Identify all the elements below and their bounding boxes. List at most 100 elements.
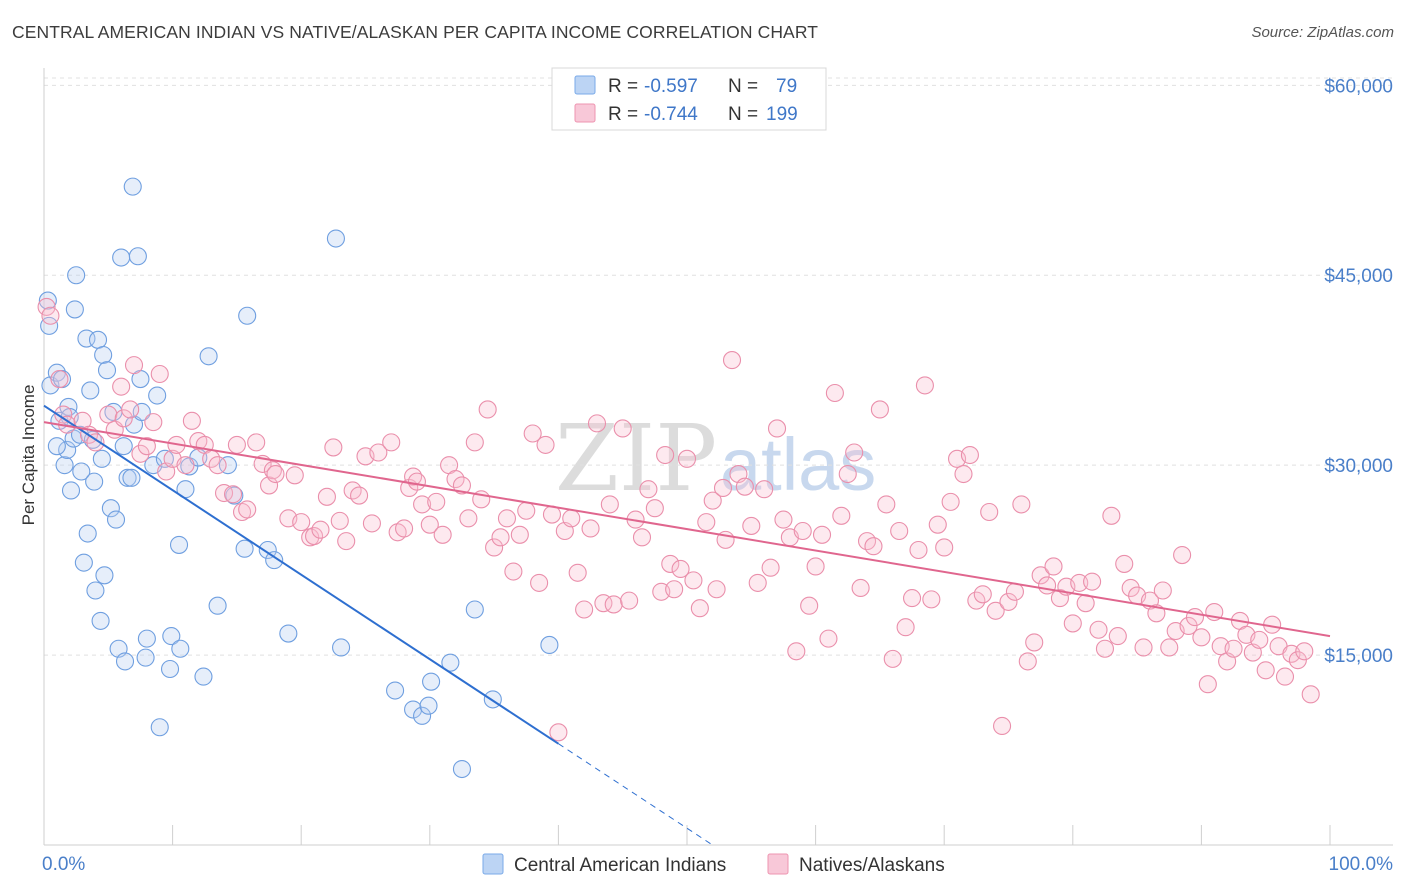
legend-r-label-2: R = xyxy=(608,104,638,125)
data-point xyxy=(677,449,697,468)
axes xyxy=(43,68,1393,846)
data-point xyxy=(774,510,793,529)
data-point xyxy=(182,411,201,430)
data-point xyxy=(395,519,414,538)
data-point xyxy=(1108,627,1127,646)
data-point xyxy=(922,590,941,609)
data-point xyxy=(540,635,559,655)
y-tick-label: $30,000 xyxy=(1324,456,1393,477)
data-point xyxy=(562,509,581,528)
data-point xyxy=(845,443,864,462)
data-point xyxy=(218,456,237,475)
chart-title: CENTRAL AMERICAN INDIAN VS NATIVE/ALASKA… xyxy=(12,22,819,42)
data-point xyxy=(97,361,117,380)
data-point xyxy=(106,510,126,529)
data-point xyxy=(332,638,351,657)
data-point xyxy=(960,445,979,465)
data-point xyxy=(620,591,639,610)
data-point xyxy=(369,443,388,462)
data-point xyxy=(1038,576,1057,595)
data-point xyxy=(536,435,555,454)
data-point xyxy=(41,306,60,325)
data-point xyxy=(124,356,144,375)
data-point xyxy=(812,525,832,544)
data-point xyxy=(1115,554,1134,573)
data-point xyxy=(1185,608,1205,627)
data-point xyxy=(665,580,684,599)
data-point xyxy=(999,592,1018,611)
data-point xyxy=(1275,667,1295,686)
legend-item-pink-label[interactable]: Natives/Alaskans xyxy=(799,855,945,876)
data-point xyxy=(78,524,97,543)
data-point xyxy=(326,229,345,248)
data-point xyxy=(838,464,857,484)
data-point xyxy=(122,468,141,487)
data-point xyxy=(800,596,819,615)
gridlines xyxy=(44,77,1393,656)
data-point xyxy=(148,386,167,405)
legend-item-blue-swatch[interactable] xyxy=(482,853,504,875)
data-point xyxy=(420,515,439,534)
data-point xyxy=(742,516,761,535)
x-tick-label-min: 0.0% xyxy=(42,854,85,875)
data-point xyxy=(86,581,105,600)
y-tick-label: $15,000 xyxy=(1324,646,1393,667)
legend-r-value-2: -0.744 xyxy=(644,104,698,125)
data-point xyxy=(265,551,284,570)
data-point xyxy=(81,381,100,400)
data-point xyxy=(37,297,56,316)
series-legend[interactable]: Central American Indians Natives/Alaskan… xyxy=(482,853,945,876)
data-point xyxy=(225,486,244,505)
data-point xyxy=(485,538,504,557)
data-point xyxy=(58,440,77,460)
data-point xyxy=(115,652,135,671)
data-point xyxy=(748,573,767,592)
data-point xyxy=(755,480,774,499)
data-point xyxy=(980,502,999,522)
data-point xyxy=(137,629,156,648)
data-point xyxy=(247,433,266,452)
data-point xyxy=(613,419,632,438)
data-point xyxy=(604,595,623,614)
data-point xyxy=(767,419,787,438)
data-point xyxy=(1089,620,1108,639)
data-point xyxy=(330,511,349,530)
data-point xyxy=(86,433,105,452)
data-point xyxy=(504,562,523,581)
data-point xyxy=(684,571,703,590)
data-point xyxy=(114,437,133,456)
data-point xyxy=(112,248,131,267)
data-point xyxy=(1173,546,1192,565)
data-point xyxy=(1288,651,1307,670)
data-point xyxy=(413,706,432,725)
data-point xyxy=(703,491,722,510)
legend-n-value-2: 199 xyxy=(766,104,798,125)
data-point xyxy=(92,449,111,468)
trend-line-pink xyxy=(43,421,1331,638)
data-point xyxy=(208,456,227,475)
data-point xyxy=(194,667,213,686)
data-point xyxy=(91,611,110,630)
data-point xyxy=(870,400,889,419)
data-point xyxy=(1250,630,1269,649)
data-point xyxy=(793,521,812,541)
legend-item-blue-label[interactable]: Central American Indians xyxy=(514,855,726,876)
data-point xyxy=(413,495,432,514)
data-point xyxy=(761,558,780,577)
data-point xyxy=(452,476,472,495)
data-point xyxy=(549,723,568,742)
data-point xyxy=(95,566,114,585)
data-point xyxy=(639,480,658,499)
legend-item-pink-swatch[interactable] xyxy=(767,853,789,875)
data-point xyxy=(88,330,108,349)
data-point xyxy=(162,627,181,646)
data-point xyxy=(909,540,928,560)
data-point xyxy=(171,639,190,658)
data-point xyxy=(259,476,279,495)
data-point xyxy=(137,437,156,456)
data-point xyxy=(285,466,304,485)
data-point xyxy=(1012,495,1031,514)
data-point xyxy=(1095,639,1114,658)
data-point xyxy=(150,718,169,737)
data-point xyxy=(697,513,716,532)
